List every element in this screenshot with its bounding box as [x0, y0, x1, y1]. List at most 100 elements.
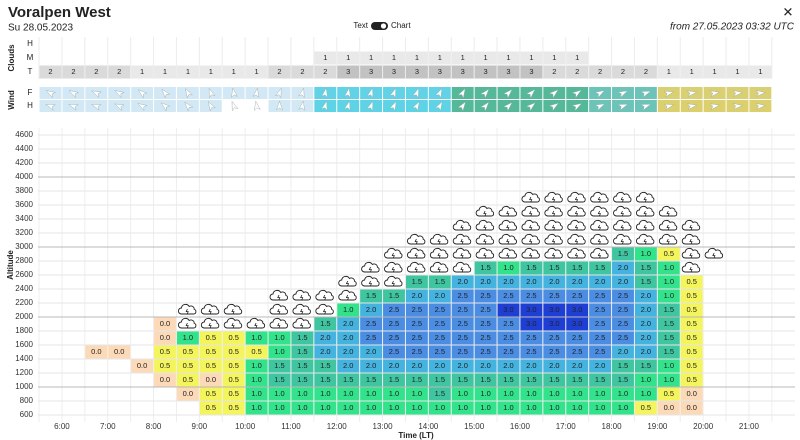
thermal-cell [428, 331, 451, 345]
thermal-value: 2.5 [480, 319, 490, 328]
altitude-tick-label: 1600 [15, 340, 33, 349]
thermal-value: 2.0 [435, 291, 445, 300]
thermal-value: 1.5 [389, 375, 399, 384]
time-tick-label: 8:00 [146, 422, 162, 431]
thermal-value: 2.0 [618, 347, 628, 356]
thermal-value: 1.5 [480, 263, 490, 272]
thermal-cell [543, 345, 566, 359]
thermal-value: 1.0 [251, 389, 261, 398]
thermal-value: 2.5 [480, 333, 490, 342]
thermal-value: 0.5 [228, 375, 238, 384]
thermal-value: 0.5 [206, 403, 216, 412]
thermal-cell [634, 303, 657, 317]
cloud-cover-cell [360, 65, 383, 79]
cloud-icon [544, 205, 563, 217]
thermal-cell [497, 303, 520, 317]
thermal-cell [680, 317, 703, 331]
thermal-value: 3.0 [549, 305, 559, 314]
view-toggle[interactable]: Text Chart [353, 21, 411, 30]
thermal-cell [337, 331, 360, 345]
thermal-value: 0.0 [160, 333, 170, 342]
cloud-icon [567, 205, 586, 217]
cloud-icon [292, 289, 311, 301]
cloud-cover-cell [131, 65, 154, 79]
cloud-bolt [300, 294, 304, 301]
wind-arrow [411, 101, 420, 112]
thermal-value: 1.0 [480, 403, 490, 412]
thermal-value: 1.0 [435, 403, 445, 412]
thermal-value: 2.5 [595, 291, 605, 300]
thermal-cell [634, 317, 657, 331]
thermal-cell [589, 401, 612, 415]
thermal-value: 1.0 [412, 389, 422, 398]
thermal-cell [222, 345, 245, 359]
cloud-cover-cell [154, 65, 176, 79]
wind-arrow [366, 100, 374, 112]
thermal-cell [657, 359, 680, 373]
cloud-icon [658, 205, 678, 217]
cloud-cover-value: 1 [484, 53, 488, 62]
close-button[interactable]: ✕ [783, 4, 794, 19]
thermal-cell [543, 387, 566, 401]
thermal-cell [520, 401, 543, 415]
thermal-value: 1.5 [480, 375, 490, 384]
cloud-cover-cell [520, 51, 543, 65]
thermal-cell [497, 359, 520, 373]
cloud-icon [613, 219, 632, 231]
thermal-cell [566, 331, 589, 345]
cloud-bolt [391, 280, 395, 287]
thermal-cell [589, 317, 612, 331]
cloud-bolt [551, 238, 556, 245]
thermal-cell [268, 345, 291, 359]
cloud-icon [636, 219, 655, 231]
time-tick-label: 18:00 [602, 422, 623, 431]
thermal-cell [566, 303, 589, 317]
cloud-cover-value: 2 [598, 67, 602, 76]
thermal-value: 2.0 [366, 347, 376, 356]
thermal-value: 2.0 [595, 361, 605, 370]
thermal-value: 0.0 [160, 319, 170, 328]
thermal-cell [612, 275, 634, 289]
thermal-value: 2.0 [641, 291, 651, 300]
thermal-value: 2.0 [389, 361, 399, 370]
thermal-value: 1.0 [503, 403, 513, 412]
thermal-value: 1.5 [435, 375, 445, 384]
thermal-cell [612, 373, 634, 387]
thermal-cell [657, 289, 680, 303]
cloud-bolt [322, 308, 327, 315]
thermal-cell [451, 331, 474, 345]
thermal-cell [589, 303, 612, 317]
wind-arrow [525, 102, 536, 112]
thermal-cell [176, 331, 199, 345]
cloud-bolt [345, 280, 350, 287]
cloud-icon [636, 191, 655, 203]
thermal-cell [314, 387, 337, 401]
thermal-value: 1.5 [618, 361, 628, 370]
thermal-value: 1.0 [595, 389, 605, 398]
thermal-value: 0.5 [664, 249, 674, 258]
cloud-cover-cell [428, 51, 451, 65]
thermal-cell [337, 303, 360, 317]
cloud-cover-cell [474, 65, 497, 79]
cloud-cover-cell [497, 51, 520, 65]
thermal-cell [222, 387, 245, 401]
cloud-cover-value: 1 [186, 67, 190, 76]
cloud-bolt [300, 308, 304, 315]
cloud-bolt [551, 224, 556, 231]
thermal-value: 1.0 [251, 403, 261, 412]
cloud-cover-value: 1 [713, 67, 717, 76]
thermal-value: 2.5 [526, 291, 536, 300]
thermal-value: 0.5 [251, 347, 261, 356]
cloud-icon [590, 233, 609, 245]
clouds-row-label: M [27, 53, 34, 62]
cloud-icon [613, 233, 632, 245]
thermal-cell [497, 261, 520, 275]
cloud-icon [361, 275, 380, 287]
wind-arrow [502, 102, 513, 112]
cloud-icon [658, 233, 678, 245]
wind-arrow [548, 89, 559, 99]
cloud-cover-cell [451, 51, 474, 65]
wind-row-label: F [28, 88, 33, 97]
cloud-bolt [666, 224, 670, 231]
thermal-cell [360, 331, 383, 345]
